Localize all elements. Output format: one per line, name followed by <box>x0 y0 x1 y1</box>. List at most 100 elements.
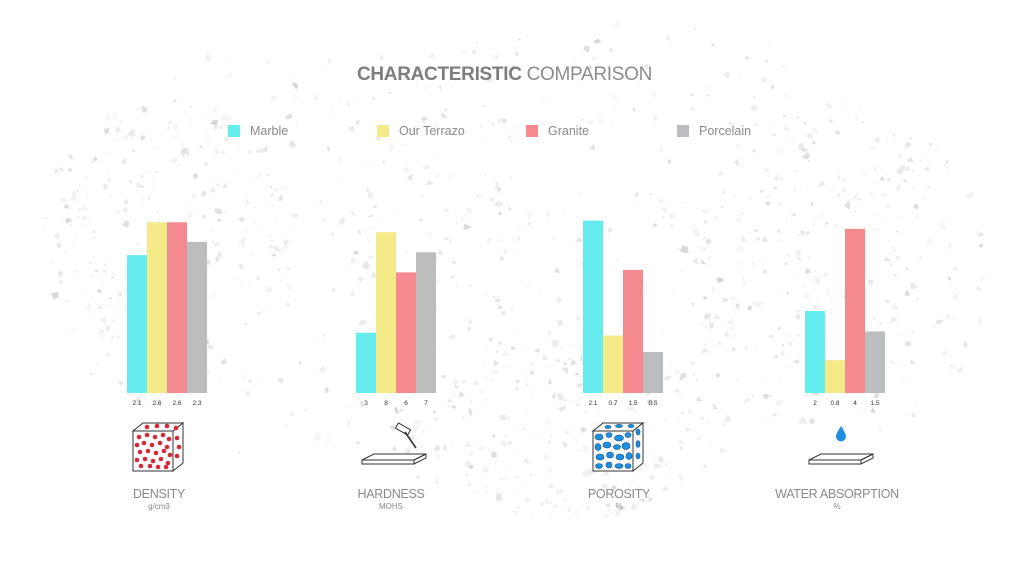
texture-chip <box>367 254 374 260</box>
texture-chip <box>680 373 687 379</box>
texture-chip <box>812 224 815 227</box>
texture-chip <box>593 38 602 44</box>
texture-chip <box>53 232 60 239</box>
texture-chip <box>779 292 782 295</box>
texture-chip <box>602 473 605 478</box>
texture-chip <box>216 217 223 222</box>
texture-chip <box>181 143 184 146</box>
texture-chip <box>483 375 489 381</box>
texture-chip <box>526 211 533 220</box>
texture-chip <box>421 194 424 198</box>
texture-chip <box>608 47 612 52</box>
texture-chip <box>108 192 113 197</box>
texture-chip <box>252 233 255 235</box>
texture-chip <box>875 323 881 327</box>
texture-chip <box>242 229 248 233</box>
texture-chip <box>695 377 699 382</box>
texture-chip <box>248 281 251 283</box>
texture-chip <box>58 279 63 285</box>
texture-chip <box>419 218 424 222</box>
texture-chip <box>880 166 883 170</box>
texture-chip <box>667 281 670 284</box>
texture-chip <box>280 185 284 189</box>
texture-chip <box>700 416 704 420</box>
texture-chip <box>491 123 495 126</box>
texture-chip <box>801 233 803 235</box>
texture-chip <box>241 241 245 247</box>
texture-chip <box>470 400 472 404</box>
texture-chip <box>896 215 902 220</box>
texture-chip <box>201 190 207 198</box>
texture-chip <box>399 418 403 423</box>
texture-chip <box>587 119 594 126</box>
value-label: 1.5 <box>628 400 637 407</box>
texture-chip <box>807 255 810 259</box>
texture-chip <box>449 128 453 131</box>
texture-chip <box>147 197 151 200</box>
texture-chip <box>645 426 650 429</box>
texture-chip <box>486 237 493 244</box>
texture-chip <box>114 303 119 308</box>
texture-chip <box>786 291 790 295</box>
texture-chip <box>62 215 65 217</box>
texture-chip <box>731 296 737 302</box>
texture-chip <box>339 217 346 226</box>
texture-chip <box>744 369 747 372</box>
texture-chip <box>476 291 478 293</box>
texture-chip <box>295 123 300 129</box>
texture-chip <box>730 326 733 329</box>
texture-chip <box>517 505 520 508</box>
texture-chip <box>815 295 819 298</box>
texture-chip <box>932 324 935 328</box>
texture-chip <box>105 114 110 121</box>
texture-chip <box>611 485 617 492</box>
texture-chip <box>224 135 231 141</box>
texture-chip <box>71 239 75 243</box>
texture-chip <box>509 63 516 72</box>
texture-chip <box>328 58 332 64</box>
texture-chip <box>288 411 294 417</box>
texture-chip <box>783 310 786 311</box>
texture-chip <box>90 295 93 298</box>
texture-chip <box>50 260 53 264</box>
texture-chip <box>393 180 395 182</box>
texture-chip <box>597 118 604 124</box>
texture-chip <box>323 68 327 71</box>
texture-chip <box>676 426 678 428</box>
texture-chip <box>344 241 347 244</box>
texture-chip <box>140 197 145 202</box>
texture-chip <box>111 276 114 278</box>
texture-chip <box>916 296 920 301</box>
texture-chip <box>872 180 877 185</box>
texture-chip <box>210 120 219 126</box>
texture-chip <box>107 151 113 156</box>
texture-chip <box>567 509 571 513</box>
texture-chip <box>228 204 230 206</box>
texture-chip <box>769 393 773 399</box>
texture-chip <box>524 285 530 289</box>
texture-chip <box>691 426 696 432</box>
texture-chip <box>459 217 464 223</box>
texture-chip <box>610 510 614 515</box>
texture-chip <box>239 281 242 284</box>
texture-chip <box>751 107 754 111</box>
bar-porosity-marble <box>583 220 603 393</box>
texture-chip <box>658 456 665 463</box>
texture-chip <box>891 360 896 364</box>
texture-chip <box>322 218 326 222</box>
texture-chip <box>777 239 780 242</box>
texture-chip <box>977 316 982 324</box>
texture-chip <box>283 424 288 428</box>
texture-chip <box>226 58 229 62</box>
texture-chip <box>466 208 473 215</box>
texture-chip <box>744 346 748 350</box>
texture-chip <box>909 359 917 364</box>
texture-chip <box>242 199 246 202</box>
texture-chip <box>609 47 613 53</box>
texture-chip <box>763 414 767 418</box>
texture-chip <box>434 453 440 460</box>
texture-chip <box>502 350 510 359</box>
texture-chip <box>98 305 103 309</box>
texture-chip <box>483 486 486 489</box>
texture-chip <box>255 172 263 181</box>
